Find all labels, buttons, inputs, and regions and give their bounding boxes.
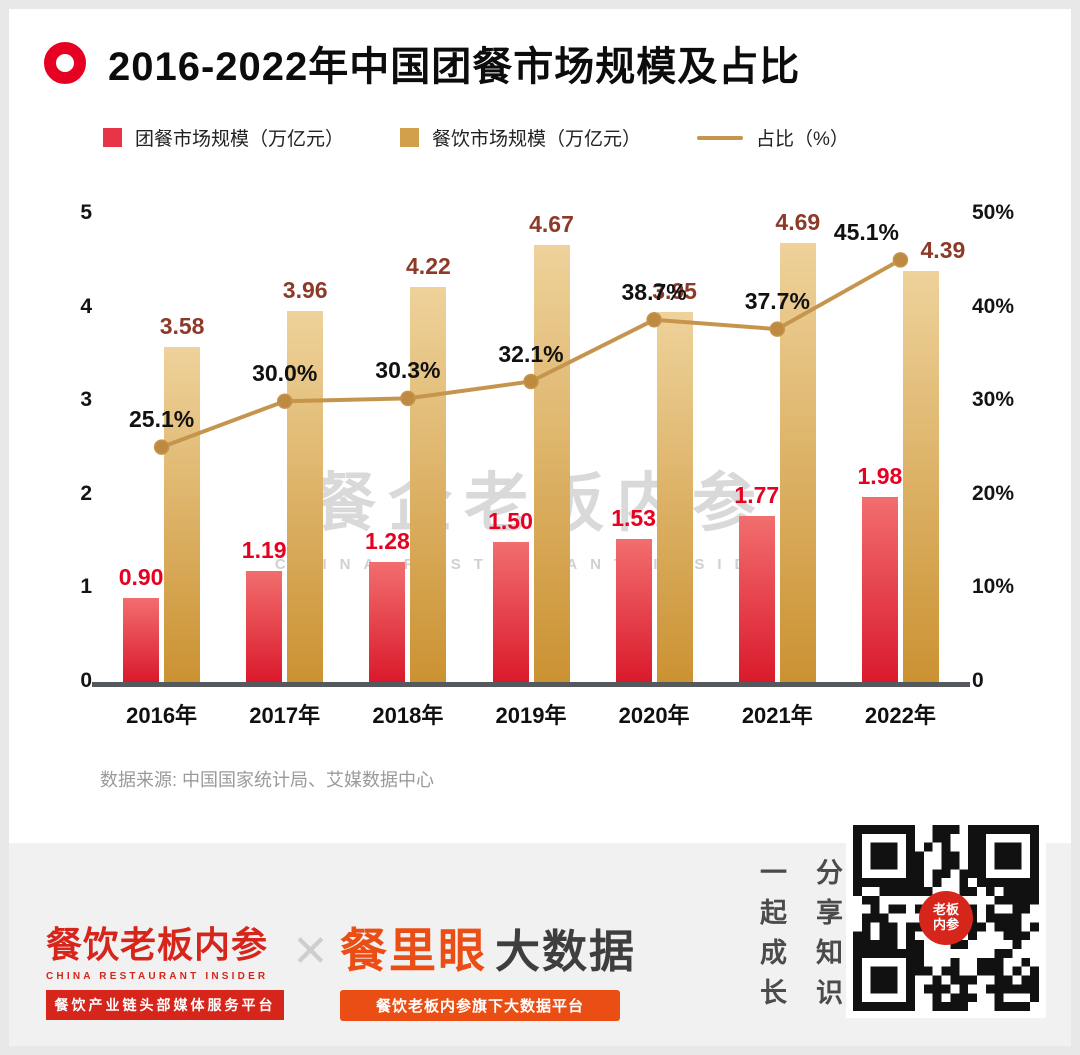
x-axis-label: 2019年	[495, 703, 567, 728]
line-point-label: 25.1%	[128, 406, 195, 433]
line-point-label: 45.1%	[833, 218, 899, 245]
bar-value-label: 3.58	[159, 312, 205, 339]
brand-tagline: 餐饮产业链头部媒体服务平台	[46, 990, 284, 1020]
x-axis-label: 2021年	[741, 703, 813, 728]
y-axis-tick: 5	[80, 201, 92, 224]
x-axis: 2016年 2017年 2018年 2019年 2020年 2021年 2022年	[100, 698, 962, 730]
product-suffix: 大数据	[495, 926, 637, 977]
legend-gold-square-icon	[400, 128, 420, 147]
product-tagline: 餐饮老板内参旗下大数据平台	[340, 990, 620, 1021]
line-point-label: 30.0%	[252, 360, 318, 387]
bar-value-label: 4.39	[920, 237, 966, 264]
line-point-label: 30.3%	[375, 357, 441, 384]
legend-item-group-catering: 团餐市场规模（万亿元）	[103, 124, 344, 151]
legend-line-icon	[697, 135, 744, 140]
bar	[861, 496, 898, 682]
y-axis-tick: 0	[80, 669, 92, 692]
brand-logo: 餐饮老板内参 CHINA RESTAURANT INSIDER 餐饮产业链头部媒…	[46, 916, 298, 1020]
vertical-slogan: 一起成长 分享知识	[752, 858, 847, 1018]
y-axis-tick: 2	[80, 481, 92, 505]
product-logo: 餐里眼 大数据 餐饮老板内参旗下大数据平台	[340, 912, 636, 1021]
product-title-row: 餐里眼 大数据	[340, 912, 636, 981]
bar	[656, 312, 693, 682]
bar	[492, 541, 529, 682]
x-axis-label: 2020年	[618, 703, 690, 728]
line-point-label: 32.1%	[498, 340, 564, 367]
qr-code: 老板内参	[846, 818, 1046, 1018]
bar-value-label: 1.98	[857, 462, 903, 489]
y-axis-left: 5 4 3 2 1 0	[56, 201, 92, 692]
qr-center-label: 老板内参	[932, 902, 959, 932]
legend-red-square-icon	[103, 128, 122, 147]
source-note: 数据来源: 中国国家统计局、艾媒数据中心	[100, 770, 435, 790]
bar-value-label: 1.19	[241, 536, 287, 563]
qr-center-logo: 老板内参	[919, 891, 973, 945]
bar	[123, 597, 160, 682]
bar-value-label: 1.53	[611, 504, 656, 531]
x-axis-line	[92, 682, 970, 687]
bar	[902, 271, 939, 682]
bar-value-label: 3.95	[652, 278, 697, 305]
bar-value-label: 4.67	[529, 210, 574, 237]
bar-value-label: 1.28	[365, 528, 410, 555]
y-axis-tick: 50%	[972, 201, 1015, 224]
x-axis-label: 2022年	[864, 703, 936, 728]
bar	[287, 311, 324, 682]
bar-value-label: 0.90	[118, 563, 164, 590]
qr-modules	[853, 825, 1039, 1011]
bar	[369, 562, 406, 682]
slogan-column-right: 分享知识	[812, 858, 842, 1018]
header: 2016-2022年中国团餐市场规模及占比	[44, 34, 800, 92]
y-axis-tick: 1	[80, 575, 92, 599]
brand-subtitle: CHINA RESTAURANT INSIDER	[46, 971, 269, 982]
bar	[615, 538, 652, 682]
bar	[738, 516, 775, 682]
brand-name: 餐饮老板内参	[46, 924, 269, 965]
x-axis-label: 2017年	[249, 703, 321, 728]
y-axis-tick: 10%	[972, 575, 1015, 599]
bar-value-label: 3.96	[282, 277, 328, 304]
bar-value-label: 1.77	[734, 482, 780, 509]
slogan-column-left: 一起成长	[756, 858, 786, 1018]
legend-label: 餐饮市场规模（万亿元）	[432, 129, 642, 150]
y-axis-tick: 0	[972, 669, 984, 692]
bar	[246, 570, 283, 682]
bar	[533, 244, 570, 682]
y-axis-tick: 4	[80, 294, 92, 318]
bar-value-label: 4.22	[406, 253, 451, 279]
y-axis-tick: 40%	[972, 294, 1015, 318]
line-point-label: 38.7%	[621, 278, 687, 305]
y-axis-tick: 30%	[972, 388, 1015, 412]
plot-area: 0.90 3.58 1.19 3.96 1.28 4.22 1.50 4.67 1.53 3.95…	[100, 209, 965, 682]
legend-label: 团餐市场规模（万亿元）	[135, 129, 345, 150]
legend-item-catering-market: 餐饮市场规模（万亿元）	[400, 124, 641, 151]
bar	[164, 346, 201, 682]
x-separator-icon: ✕	[292, 927, 329, 976]
ratio-line	[153, 252, 909, 455]
bar-value-label: 4.69	[775, 209, 821, 235]
chart-legend: 团餐市场规模（万亿元） 餐饮市场规模（万亿元） 占比（%）	[103, 124, 849, 151]
bar-value-label: 1.50	[488, 507, 533, 534]
legend-item-ratio: 占比（%）	[697, 124, 849, 151]
legend-label: 占比（%）	[756, 129, 849, 150]
page-title: 2016-2022年中国团餐市场规模及占比	[108, 45, 801, 89]
product-name: 餐里眼	[340, 924, 487, 977]
title-bullet-icon	[44, 42, 86, 84]
y-axis-right: 50% 40% 30% 20% 10% 0	[972, 201, 1028, 692]
x-axis-label: 2016年	[126, 703, 198, 728]
y-axis-tick: 20%	[972, 481, 1015, 505]
x-axis-label: 2018年	[372, 703, 444, 728]
y-axis-tick: 3	[80, 388, 92, 412]
bar	[410, 287, 447, 682]
line-point-label: 37.7%	[744, 288, 810, 315]
